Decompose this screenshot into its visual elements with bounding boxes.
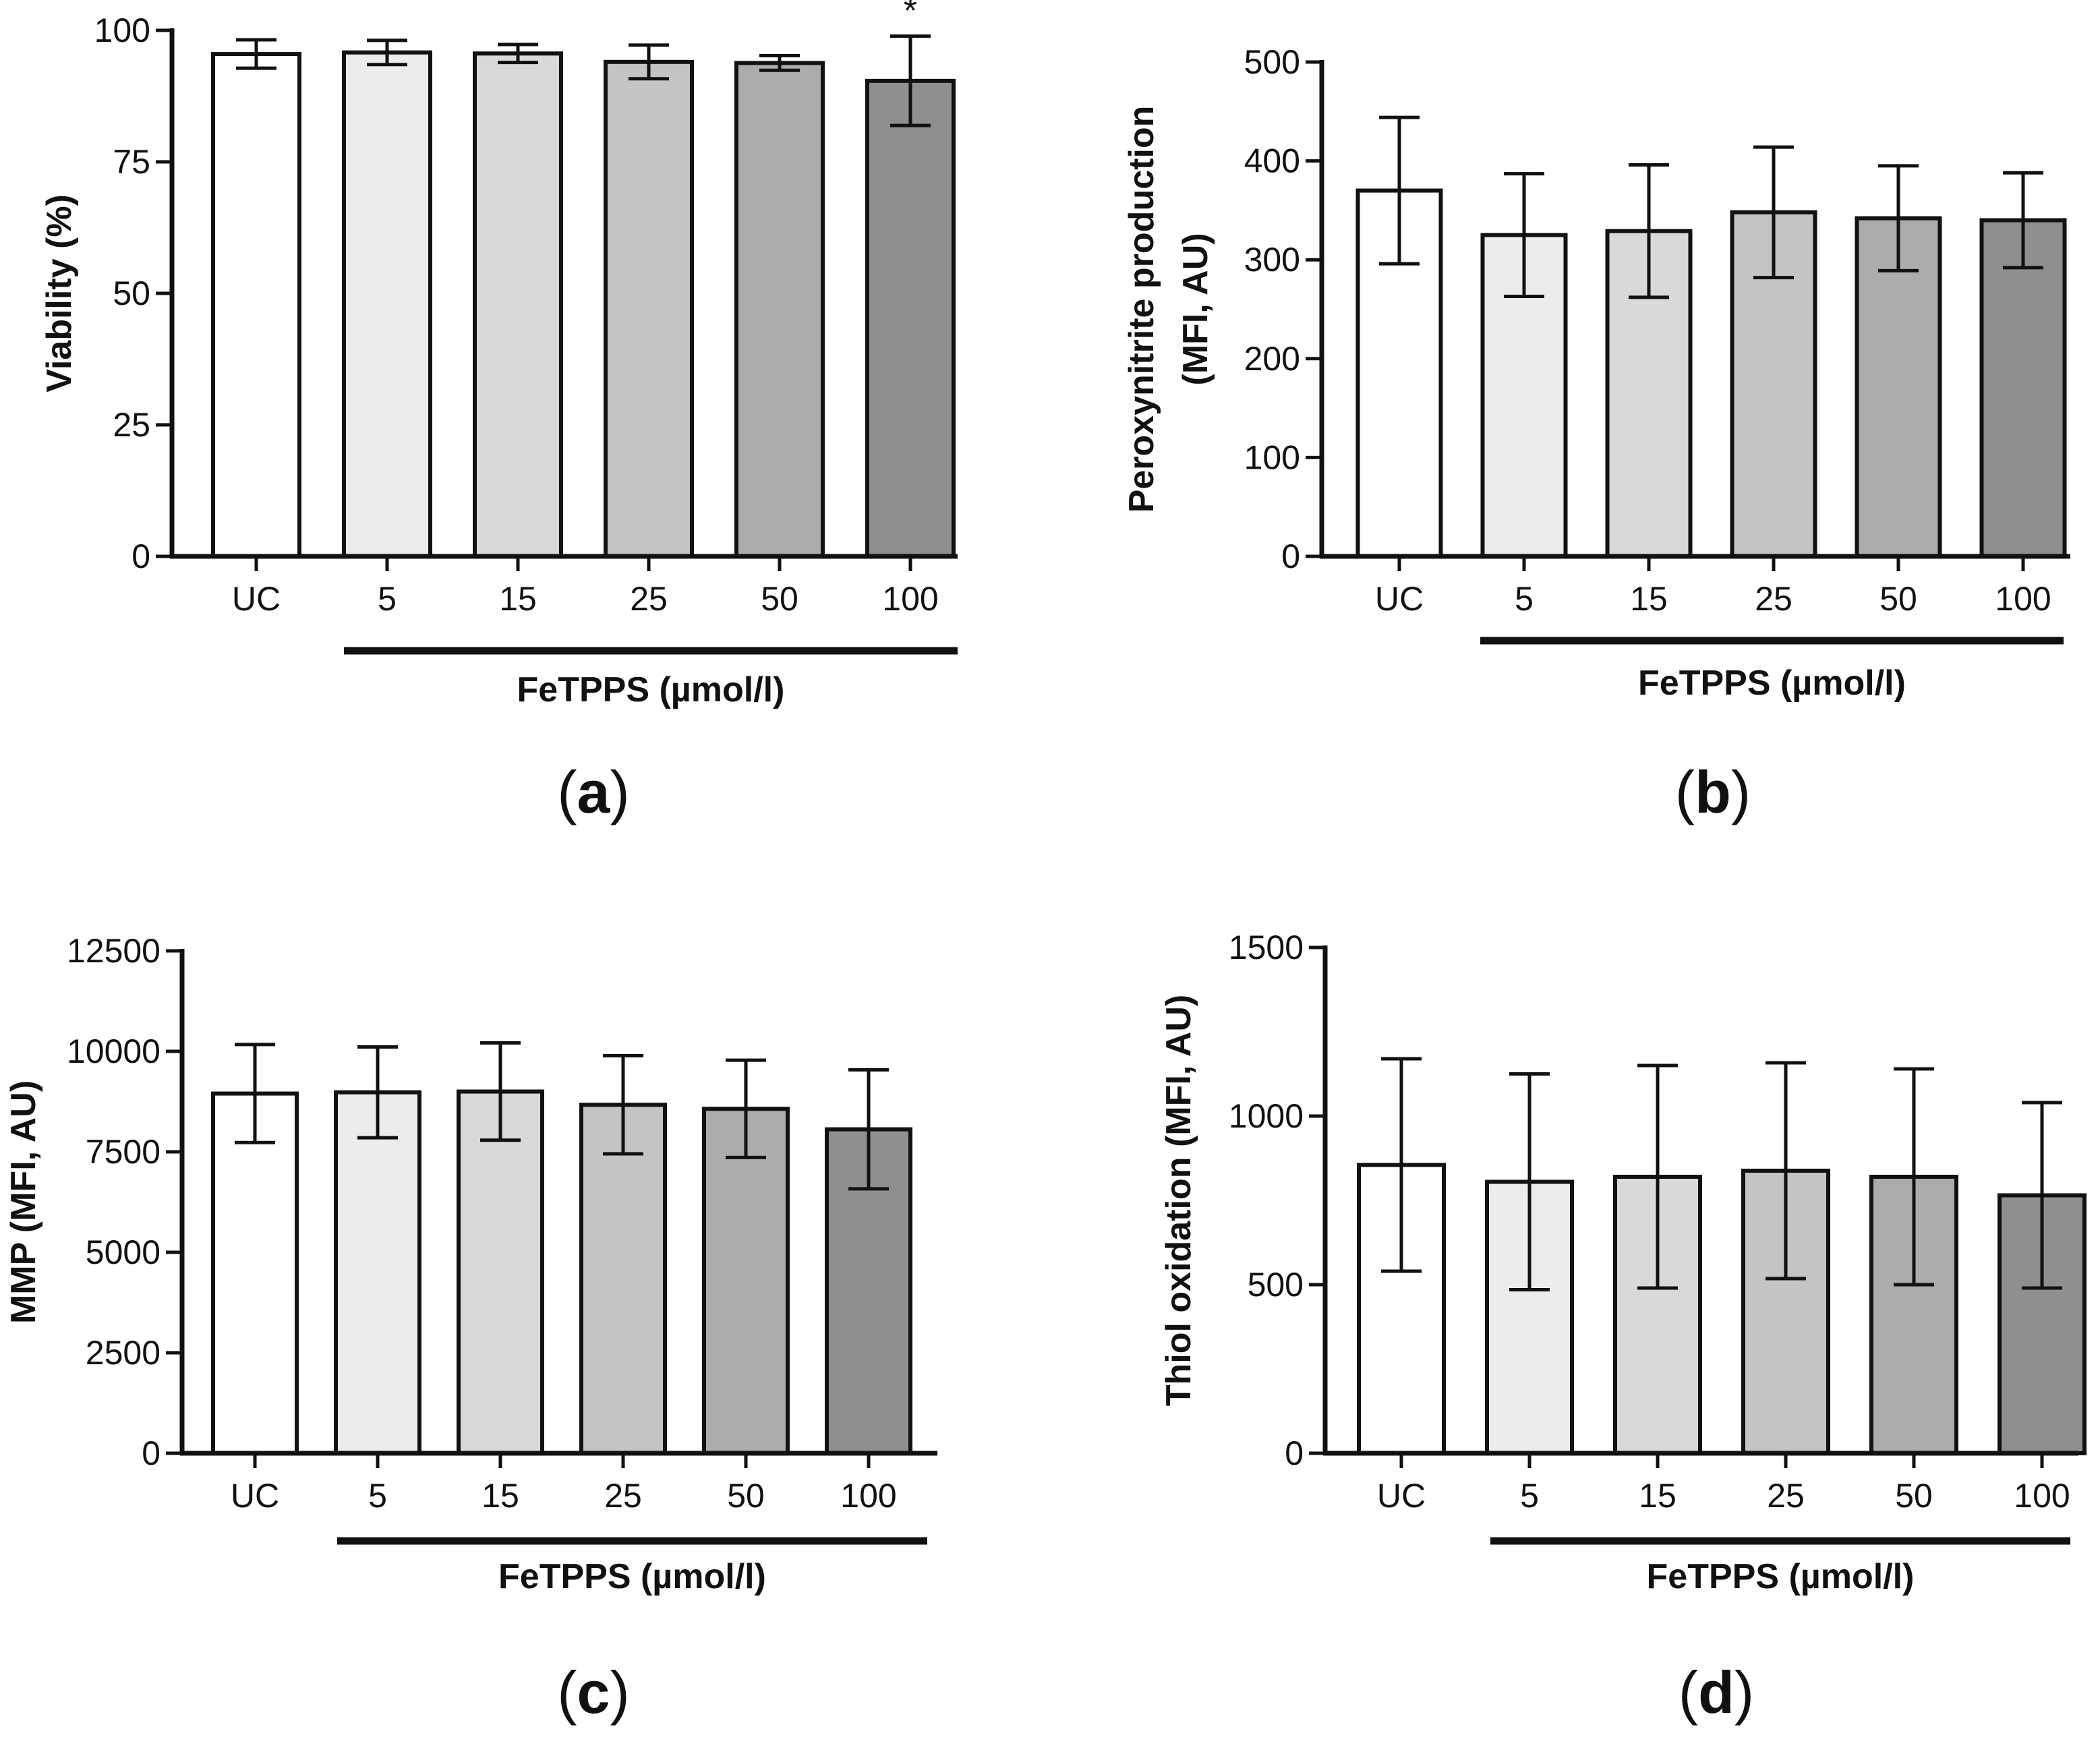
a-y-axis-title: Viability (%) bbox=[40, 194, 79, 392]
a-bar-50 bbox=[734, 61, 825, 559]
d-group-label: FeTPPS (µmol/l) bbox=[1647, 1557, 1915, 1596]
b-ytick-label-300: 300 bbox=[1244, 241, 1300, 279]
c-y-axis-title: MMP (MFI, AU) bbox=[4, 1080, 43, 1324]
c-bar-5 bbox=[334, 1090, 421, 1455]
d-xtick-label-100: 100 bbox=[2014, 1477, 2070, 1515]
panel-b-chart: UC 5 15 25 50 100 0 100 200 300 400 500 Peroxynitrit… bbox=[1122, 43, 2070, 825]
d-xtick-label-UC: UC bbox=[1377, 1477, 1426, 1515]
d-ytick-label-1000: 1000 bbox=[1229, 1097, 1304, 1135]
d-ytick-label-500: 500 bbox=[1248, 1266, 1304, 1304]
d-ytick-label-0: 0 bbox=[1285, 1434, 1304, 1472]
a-ytick-label-25: 25 bbox=[113, 406, 150, 444]
c-xtick-label-5: 5 bbox=[368, 1477, 387, 1515]
a-group-label: FeTPPS (µmol/l) bbox=[517, 670, 785, 709]
a-xtick-label-100: 100 bbox=[882, 580, 938, 618]
b-xtick-label-UC: UC bbox=[1375, 580, 1424, 618]
b-ytick-label-0: 0 bbox=[1281, 537, 1300, 575]
c-group-label: FeTPPS (µmol/l) bbox=[498, 1557, 766, 1596]
a-xtick-label-25: 25 bbox=[630, 580, 668, 618]
a-ytick-label-0: 0 bbox=[132, 537, 150, 575]
a-bar-100 bbox=[865, 78, 956, 558]
a-bar-25 bbox=[604, 59, 694, 559]
a-bar-5 bbox=[342, 50, 432, 558]
b-ytick-label-400: 400 bbox=[1244, 142, 1300, 180]
d-panel-label: (d) bbox=[1679, 1659, 1754, 1726]
d-ytick-label-1500: 1500 bbox=[1229, 929, 1304, 966]
b-xtick-label-25: 25 bbox=[1755, 580, 1792, 618]
b-bar-50 bbox=[1855, 216, 1942, 558]
panel-c-chart: UC 5 15 25 50 100 0 2500 5000 7500 10000 12500 MMP (… bbox=[4, 932, 937, 1726]
a-xtick-label-UC: UC bbox=[232, 580, 281, 618]
c-xtick-label-UC: UC bbox=[231, 1477, 279, 1515]
c-ytick-label-7500: 7500 bbox=[86, 1133, 161, 1171]
a-ytick-label-75: 75 bbox=[113, 143, 150, 181]
c-xtick-label-50: 50 bbox=[727, 1477, 765, 1515]
a-ytick-label-100: 100 bbox=[94, 11, 150, 49]
panel-a-chart: UC 5 15 25 50 100 0 25 50 75 100 Viability (%) FeTPP… bbox=[40, 0, 958, 825]
c-xtick-label-100: 100 bbox=[840, 1477, 896, 1515]
d-xtick-label-50: 50 bbox=[1895, 1477, 1933, 1515]
a-significance-marker: * bbox=[904, 0, 917, 31]
c-xtick-label-15: 15 bbox=[482, 1477, 519, 1515]
a-xtick-label-50: 50 bbox=[761, 580, 798, 618]
b-ytick-label-500: 500 bbox=[1244, 43, 1300, 81]
a-xtick-label-15: 15 bbox=[499, 580, 537, 618]
b-group-label: FeTPPS (µmol/l) bbox=[1638, 664, 1906, 703]
b-ytick-label-100: 100 bbox=[1244, 438, 1300, 476]
a-panel-label: (a) bbox=[557, 759, 630, 825]
c-ytick-label-2500: 2500 bbox=[86, 1334, 161, 1372]
c-ytick-label-0: 0 bbox=[142, 1434, 161, 1472]
a-xtick-label-5: 5 bbox=[378, 580, 397, 618]
b-ytick-label-200: 200 bbox=[1244, 340, 1300, 378]
b-xtick-label-100: 100 bbox=[1995, 580, 2051, 618]
c-bar-15 bbox=[457, 1089, 544, 1455]
a-bar-UC bbox=[211, 52, 301, 559]
a-ytick-label-50: 50 bbox=[113, 274, 150, 312]
b-xtick-label-5: 5 bbox=[1515, 580, 1534, 618]
a-bar-15 bbox=[473, 51, 563, 558]
b-panel-label: (b) bbox=[1675, 759, 1751, 825]
c-xtick-label-25: 25 bbox=[604, 1477, 642, 1515]
c-ytick-label-10000: 10000 bbox=[67, 1032, 161, 1070]
b-xtick-label-15: 15 bbox=[1630, 580, 1668, 618]
c-ytick-label-12500: 12500 bbox=[67, 932, 161, 970]
c-panel-label: (c) bbox=[557, 1659, 630, 1726]
d-xtick-label-15: 15 bbox=[1639, 1477, 1676, 1515]
c-bar-UC bbox=[211, 1091, 299, 1455]
c-ytick-label-5000: 5000 bbox=[86, 1233, 161, 1271]
d-xtick-label-25: 25 bbox=[1767, 1477, 1805, 1515]
b-xtick-label-50: 50 bbox=[1879, 580, 1917, 618]
d-y-axis-title: Thiol oxidation (MFI, AU) bbox=[1159, 995, 1198, 1406]
c-bar-25 bbox=[579, 1103, 667, 1455]
d-xtick-label-5: 5 bbox=[1520, 1477, 1539, 1515]
c-bar-50 bbox=[702, 1107, 790, 1456]
b-bar-100 bbox=[1979, 218, 2067, 558]
b-y-axis-title-line-2: (MFI, AU) bbox=[1176, 233, 1215, 385]
b-y-axis-title-line-1: Peroxynitrite production bbox=[1122, 106, 1161, 513]
